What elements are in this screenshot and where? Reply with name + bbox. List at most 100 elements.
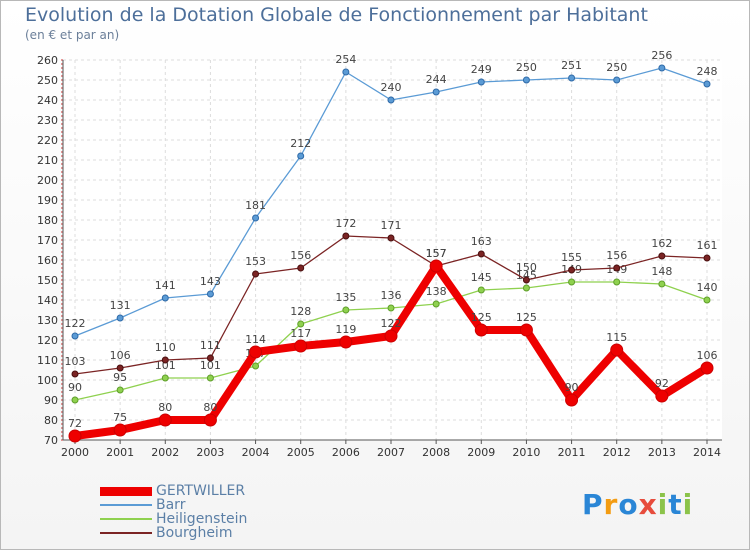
point-bourgheim bbox=[161, 356, 169, 364]
point-gertwiller bbox=[113, 423, 127, 437]
point-barr bbox=[658, 64, 666, 72]
y-tick-label: 140 bbox=[37, 294, 58, 307]
data-label-gertwiller: 157 bbox=[426, 247, 447, 260]
data-label-heiligenstein: 136 bbox=[381, 289, 402, 302]
data-label-barr: 251 bbox=[561, 59, 582, 72]
legend-swatch-heiligenstein bbox=[100, 518, 152, 520]
data-label-gertwiller: 117 bbox=[290, 327, 311, 340]
point-heiligenstein bbox=[522, 284, 530, 292]
y-tick-label: 220 bbox=[37, 134, 58, 147]
y-tick-label: 180 bbox=[37, 214, 58, 227]
point-gertwiller bbox=[565, 393, 579, 407]
data-label-bourgheim: 150 bbox=[516, 261, 537, 274]
point-gertwiller bbox=[339, 335, 353, 349]
chart-title: Evolution de la Dotation Globale de Fonc… bbox=[25, 4, 648, 26]
point-heiligenstein bbox=[703, 296, 711, 304]
logo-letter: x bbox=[638, 488, 658, 521]
y-tick-label: 130 bbox=[37, 314, 58, 327]
point-barr bbox=[703, 80, 711, 88]
data-label-gertwiller: 90 bbox=[565, 381, 579, 394]
point-barr bbox=[387, 96, 395, 104]
logo-letter: i bbox=[657, 488, 669, 521]
legend-swatch-bourgheim bbox=[100, 532, 152, 534]
point-barr bbox=[613, 76, 621, 84]
x-tick-label: 2014 bbox=[693, 446, 721, 459]
data-label-gertwiller: 115 bbox=[606, 331, 627, 344]
data-label-heiligenstein: 101 bbox=[200, 359, 221, 372]
data-label-gertwiller: 80 bbox=[203, 401, 217, 414]
point-heiligenstein bbox=[116, 386, 124, 394]
point-heiligenstein bbox=[432, 300, 440, 308]
y-tick-label: 230 bbox=[37, 114, 58, 127]
data-label-heiligenstein: 140 bbox=[697, 281, 718, 294]
point-gertwiller bbox=[384, 329, 398, 343]
point-barr bbox=[432, 88, 440, 96]
point-bourgheim bbox=[342, 232, 350, 240]
point-gertwiller bbox=[68, 429, 82, 443]
data-label-bourgheim: 156 bbox=[606, 249, 627, 262]
point-gertwiller bbox=[655, 389, 669, 403]
point-bourgheim bbox=[252, 270, 260, 278]
x-tick-label: 2004 bbox=[242, 446, 270, 459]
point-heiligenstein bbox=[613, 278, 621, 286]
y-tick-label: 260 bbox=[37, 54, 58, 67]
data-label-gertwiller: 114 bbox=[245, 333, 266, 346]
point-barr bbox=[116, 314, 124, 322]
data-label-barr: 250 bbox=[606, 61, 627, 74]
x-tick-label: 2003 bbox=[196, 446, 224, 459]
x-tick-label: 2007 bbox=[377, 446, 405, 459]
point-bourgheim bbox=[206, 354, 214, 362]
legend-swatch-barr bbox=[100, 504, 152, 506]
data-label-barr: 254 bbox=[335, 53, 356, 66]
x-tick-label: 2006 bbox=[332, 446, 360, 459]
point-gertwiller bbox=[519, 323, 533, 337]
y-tick-label: 160 bbox=[37, 254, 58, 267]
logo-letter: r bbox=[603, 488, 619, 521]
data-label-gertwiller: 75 bbox=[113, 411, 127, 424]
data-label-gertwiller: 92 bbox=[655, 377, 669, 390]
data-label-barr: 244 bbox=[426, 73, 447, 86]
legend-label-heiligenstein: Heiligenstein bbox=[156, 511, 248, 527]
legend-item-heiligenstein: Heiligenstein bbox=[100, 512, 247, 526]
point-heiligenstein bbox=[71, 396, 79, 404]
data-label-gertwiller: 72 bbox=[68, 417, 82, 430]
x-tick-label: 2010 bbox=[512, 446, 540, 459]
legend-label-bourgheim: Bourgheim bbox=[156, 525, 233, 541]
data-label-gertwiller: 119 bbox=[335, 323, 356, 336]
point-gertwiller bbox=[203, 413, 217, 427]
data-label-bourgheim: 172 bbox=[335, 217, 356, 230]
point-gertwiller bbox=[429, 259, 443, 273]
point-barr bbox=[297, 152, 305, 160]
data-label-barr: 181 bbox=[245, 199, 266, 212]
y-tick-label: 210 bbox=[37, 154, 58, 167]
data-label-bourgheim: 171 bbox=[381, 219, 402, 232]
data-label-gertwiller: 125 bbox=[471, 311, 492, 324]
data-label-bourgheim: 157 bbox=[426, 247, 447, 260]
point-bourgheim bbox=[568, 266, 576, 274]
x-tick-label: 2002 bbox=[151, 446, 179, 459]
data-label-gertwiller: 80 bbox=[158, 401, 172, 414]
point-bourgheim bbox=[71, 370, 79, 378]
data-label-gertwiller: 125 bbox=[516, 311, 537, 324]
y-tick-label: 90 bbox=[44, 394, 58, 407]
x-tick-label: 2011 bbox=[558, 446, 586, 459]
data-label-barr: 122 bbox=[65, 317, 86, 330]
point-barr bbox=[161, 294, 169, 302]
point-heiligenstein bbox=[568, 278, 576, 286]
legend-label-gertwiller: GERTWILLER bbox=[156, 483, 246, 499]
point-barr bbox=[206, 290, 214, 298]
data-label-bourgheim: 110 bbox=[155, 341, 176, 354]
data-label-barr: 212 bbox=[290, 137, 311, 150]
point-bourgheim bbox=[297, 264, 305, 272]
point-heiligenstein bbox=[658, 280, 666, 288]
plot-area bbox=[63, 60, 722, 440]
data-label-bourgheim: 155 bbox=[561, 251, 582, 264]
x-tick-label: 2009 bbox=[467, 446, 495, 459]
data-label-heiligenstein: 135 bbox=[335, 291, 356, 304]
y-tick-label: 250 bbox=[37, 74, 58, 87]
legend-item-gertwiller: GERTWILLER bbox=[100, 484, 247, 498]
data-label-heiligenstein: 90 bbox=[68, 381, 82, 394]
point-bourgheim bbox=[116, 364, 124, 372]
y-tick-label: 100 bbox=[37, 374, 58, 387]
